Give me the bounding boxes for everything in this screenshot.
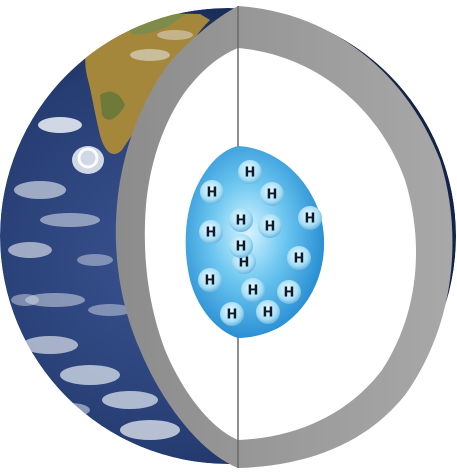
hydrogen-atom [200, 180, 224, 204]
hydrogen-atom-label: H [265, 220, 276, 235]
hydrogen-atom [258, 214, 282, 238]
hydrogen-atom [260, 182, 284, 206]
clouds [8, 30, 193, 440]
hydrogen-atom [229, 208, 253, 232]
hydrogen-atom-label: H [294, 252, 305, 267]
hydrogen-atom-label: H [205, 274, 216, 289]
hydrogen-atom [229, 234, 253, 258]
hydrogen-atom [199, 220, 223, 244]
hydrogen-atom-label: H [227, 308, 238, 323]
hydrogen-atom-label: H [236, 240, 247, 255]
hydrogen-atom-label: H [284, 286, 295, 301]
hydrogen-atom-label: H [236, 214, 247, 229]
hydrogen-atom [241, 278, 265, 302]
hydrogen-atom-label: H [239, 256, 250, 271]
hydrogen-atom [298, 206, 322, 230]
hydrogen-atom-label: H [263, 306, 274, 321]
hydrogen-atom [287, 246, 311, 270]
hydrogen-atom-label: H [248, 284, 259, 299]
hydrogen-atom [238, 160, 262, 184]
storm-swirl [77, 147, 99, 169]
hydrogen-atom-label: H [207, 186, 218, 201]
hydrogen-atom [277, 280, 301, 304]
hydrogen-atom-label: H [305, 212, 316, 227]
hydrogen-atom-label: H [206, 226, 217, 241]
hydrogen-atom-label: H [245, 166, 256, 181]
hydrogen-atom [256, 300, 280, 324]
hydrogen-atom-label: H [267, 188, 278, 203]
hydrogen-atom [198, 268, 222, 292]
land-mass-green [100, 91, 125, 120]
land-mass [85, 13, 210, 155]
hydrogen-atom [220, 302, 244, 326]
